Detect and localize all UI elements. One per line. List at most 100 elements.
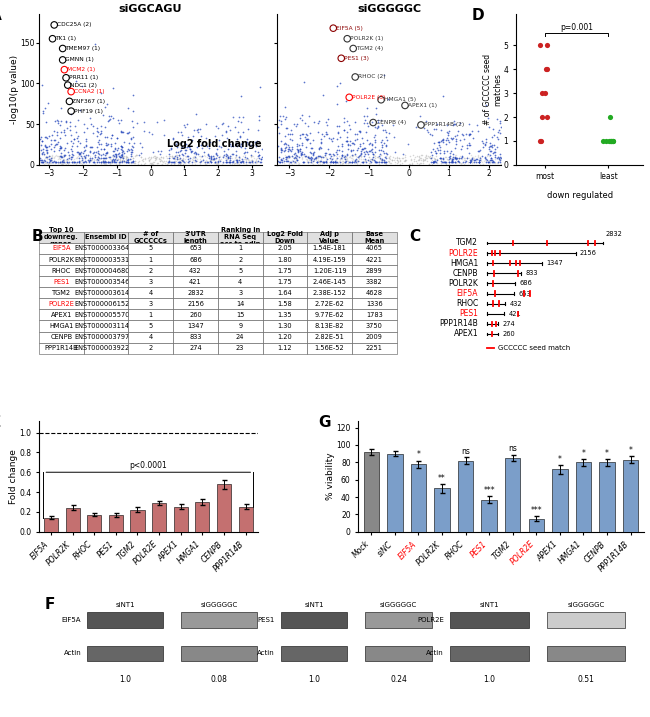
Point xyxy=(370,153,380,164)
Point xyxy=(370,146,380,158)
Point xyxy=(51,138,61,150)
Point xyxy=(149,150,159,161)
Point xyxy=(468,132,478,143)
Point xyxy=(222,150,233,161)
Point xyxy=(389,152,400,163)
Point xyxy=(495,117,505,128)
Point xyxy=(434,139,445,151)
Point xyxy=(462,139,472,151)
Point xyxy=(193,148,203,160)
Point xyxy=(337,145,347,156)
Bar xyxy=(109,515,123,532)
Point xyxy=(482,150,493,161)
Point xyxy=(350,135,360,146)
Point xyxy=(187,134,197,146)
Point xyxy=(187,158,197,169)
Point xyxy=(455,151,465,162)
Point xyxy=(57,158,67,169)
Text: EIF5A: EIF5A xyxy=(456,289,478,298)
Point xyxy=(309,153,319,164)
Point xyxy=(429,137,439,148)
Point xyxy=(488,123,498,135)
Point xyxy=(130,156,140,167)
Point xyxy=(478,158,489,170)
Point xyxy=(68,156,78,167)
Point xyxy=(474,146,484,157)
Point xyxy=(209,153,219,164)
Point xyxy=(206,151,216,162)
Point xyxy=(109,142,120,153)
Point xyxy=(337,151,347,162)
Point xyxy=(285,128,295,140)
Point xyxy=(296,149,306,161)
Point xyxy=(101,139,111,151)
Point xyxy=(120,156,131,167)
Point xyxy=(289,118,299,130)
Point xyxy=(421,150,431,161)
Point xyxy=(421,156,432,167)
Point xyxy=(174,156,184,167)
Point xyxy=(56,141,66,152)
Point xyxy=(196,156,206,168)
Point xyxy=(447,153,457,165)
Point xyxy=(480,151,490,163)
Point xyxy=(236,156,246,168)
Point xyxy=(109,151,119,162)
Point xyxy=(273,140,283,151)
Point xyxy=(299,76,309,87)
Point xyxy=(66,144,77,156)
Point xyxy=(399,152,410,163)
Point xyxy=(361,154,371,166)
Point xyxy=(313,117,323,128)
Point xyxy=(73,147,84,158)
Point xyxy=(77,158,87,170)
Point xyxy=(105,141,116,152)
Point xyxy=(307,152,317,163)
Point xyxy=(367,153,377,165)
Point xyxy=(350,148,361,160)
Point xyxy=(512,153,522,165)
Point xyxy=(306,154,316,166)
Point xyxy=(211,148,221,160)
Point xyxy=(238,111,248,123)
Point xyxy=(445,156,455,168)
Point xyxy=(377,153,387,164)
Point xyxy=(90,151,100,162)
Point xyxy=(396,152,407,163)
Point xyxy=(351,155,361,166)
Point xyxy=(64,156,74,168)
Point xyxy=(365,146,375,157)
Point xyxy=(214,153,224,164)
Point xyxy=(188,154,198,166)
Point xyxy=(484,140,495,151)
Point xyxy=(190,158,200,169)
Point xyxy=(278,110,288,122)
Point xyxy=(493,124,504,136)
Point xyxy=(436,156,446,167)
Point xyxy=(107,155,117,166)
Point xyxy=(303,120,313,132)
Point xyxy=(480,152,490,163)
Point xyxy=(359,151,370,162)
Point xyxy=(164,154,174,166)
Point xyxy=(357,143,367,155)
Point xyxy=(175,158,185,169)
Point xyxy=(56,148,66,159)
Point xyxy=(320,151,331,163)
Point xyxy=(335,154,346,166)
Point xyxy=(530,151,540,163)
Point xyxy=(528,152,538,163)
Text: 653: 653 xyxy=(518,290,531,297)
Point xyxy=(287,135,297,146)
Point xyxy=(425,153,436,164)
Point xyxy=(187,130,198,142)
Point xyxy=(448,153,459,164)
Point xyxy=(116,140,127,151)
Point xyxy=(369,132,379,143)
Point xyxy=(116,127,126,138)
Point xyxy=(395,154,405,166)
Point xyxy=(323,113,333,124)
Point xyxy=(133,156,143,168)
Point xyxy=(103,156,113,168)
Point xyxy=(307,148,318,159)
